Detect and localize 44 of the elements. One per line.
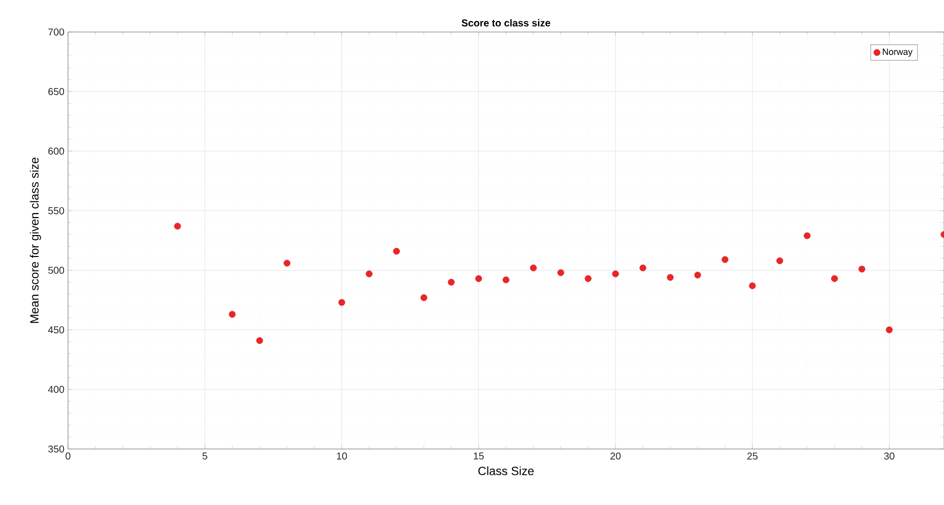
y-tick-label: 550: [48, 207, 64, 214]
point: [502, 276, 510, 284]
point: [748, 282, 756, 290]
point: [256, 337, 264, 344]
point: [666, 274, 674, 281]
point: [284, 260, 290, 267]
x-tick-label: 20: [610, 452, 621, 460]
chart-title: Score to class size: [462, 19, 550, 26]
x-tick-label: 10: [336, 452, 347, 460]
y-axis-title: Mean score for given class size: [30, 158, 42, 323]
point: [530, 264, 537, 272]
y-tick-label: 650: [48, 88, 64, 96]
point: [722, 256, 728, 263]
y-tick-label: 700: [48, 28, 64, 36]
point: [448, 278, 455, 286]
point: [228, 310, 236, 318]
point: [612, 270, 619, 278]
x-tick-label: 30: [884, 452, 894, 460]
point: [831, 275, 838, 282]
x-tick-label: 5: [202, 452, 208, 460]
point: [858, 266, 866, 272]
point: [557, 269, 564, 276]
point: [338, 299, 346, 306]
legend-label: Norway: [882, 48, 913, 57]
point: [584, 275, 592, 282]
x-tick-label: 25: [747, 452, 758, 460]
x-tick-label: 0: [66, 452, 70, 460]
point: [366, 270, 373, 278]
point: [776, 257, 784, 264]
point: [174, 222, 181, 230]
point: [804, 232, 811, 240]
x-axis-title: Class Size: [478, 466, 534, 476]
y-tick-label: 400: [48, 386, 64, 393]
point: [393, 248, 400, 255]
y-tick-label: 600: [48, 148, 64, 155]
y-tick-label: 350: [48, 445, 64, 453]
y-tick-label: 450: [48, 326, 64, 334]
point: [694, 272, 702, 278]
point: [639, 264, 646, 272]
y-tick-label: 500: [48, 266, 64, 274]
point: [475, 275, 482, 282]
point: [886, 326, 893, 334]
x-tick-label: 15: [474, 452, 484, 460]
point: [420, 294, 428, 302]
